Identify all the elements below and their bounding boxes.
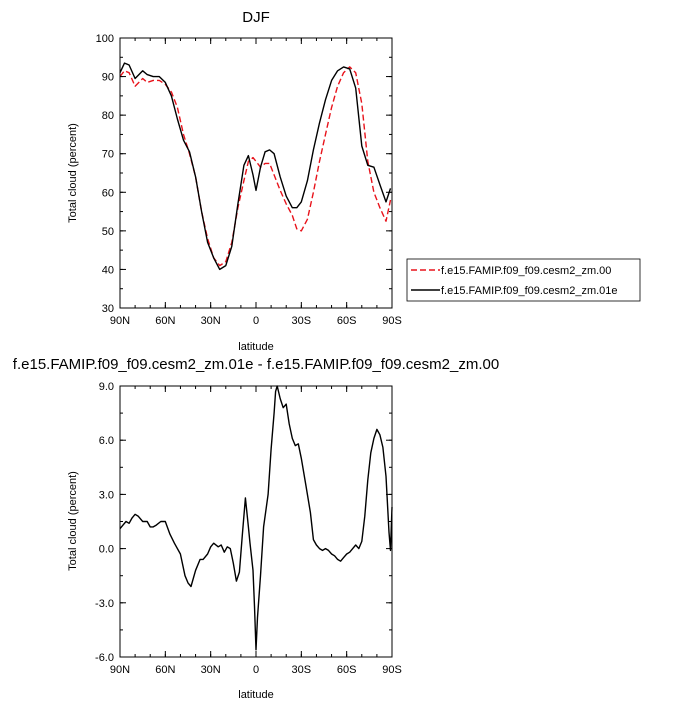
top-series-group	[119, 62, 392, 271]
bottom-panel: f.e15.FAMIP.f09_f09.cesm2_zm.01e - f.e15…	[13, 356, 499, 701]
top-ytick-label: 70	[102, 149, 114, 161]
bottom-x-axis-label: latitude	[238, 689, 273, 701]
bottom-x-axis: 90N 60N 30N 0 30S 60S 90S	[110, 386, 402, 676]
bottom-ytick-label: 0.0	[99, 544, 114, 556]
bottom-series-line-0	[119, 385, 393, 651]
top-xtick-label: 60S	[337, 315, 357, 327]
bottom-xtick-label: 90S	[382, 664, 402, 676]
top-ytick-label: 80	[102, 110, 114, 122]
top-series-line-1	[119, 62, 392, 271]
top-xtick-label: 90N	[110, 315, 130, 327]
legend-entry-00: f.e15.FAMIP.f09_f09.cesm2_zm.00	[441, 265, 611, 277]
bottom-xtick-label: 60S	[337, 664, 357, 676]
top-chart-title: DJF	[242, 9, 270, 26]
top-x-axis: 90N 60N 30N 0 30S 60S 90S	[110, 38, 402, 327]
top-series-line-0	[119, 66, 392, 267]
legend-box	[406, 258, 641, 302]
top-ytick-label: 90	[102, 72, 114, 84]
top-y-axis: 30 40 50 60 70 80 90 100	[96, 33, 392, 315]
bottom-xtick-label: 30S	[292, 664, 312, 676]
bottom-xtick-label: 90N	[110, 664, 130, 676]
bottom-ytick-label: -6.0	[95, 652, 114, 664]
top-y-axis-label: Total cloud (percent)	[67, 123, 79, 223]
top-ytick-label: 100	[96, 33, 114, 45]
top-ytick-label: 30	[102, 303, 114, 315]
legend-entry-01e: f.e15.FAMIP.f09_f09.cesm2_zm.01e	[441, 285, 618, 297]
bottom-ytick-label: 6.0	[99, 435, 114, 447]
top-xtick-label: 90S	[382, 315, 402, 327]
bottom-y-axis-label: Total cloud (percent)	[67, 471, 79, 571]
legend: f.e15.FAMIP.f09_f09.cesm2_zm.00 f.e15.FA…	[406, 258, 641, 302]
top-xtick-label: 0	[253, 315, 259, 327]
bottom-ytick-label: 9.0	[99, 381, 114, 393]
bottom-xtick-label: 30N	[201, 664, 221, 676]
top-xtick-label: 30N	[201, 315, 221, 327]
top-ytick-label: 40	[102, 264, 114, 276]
bottom-xtick-label: 0	[253, 664, 259, 676]
bottom-ytick-label: 3.0	[99, 489, 114, 501]
top-ytick-label: 50	[102, 226, 114, 238]
bottom-ytick-label: -3.0	[95, 598, 114, 610]
top-xtick-label: 60N	[155, 315, 175, 327]
bottom-y-axis: -6.0 -3.0 0.0 3.0 6.0 9.0	[95, 381, 392, 664]
bottom-xtick-label: 60N	[155, 664, 175, 676]
top-xtick-label: 30S	[292, 315, 312, 327]
top-x-axis-label: latitude	[238, 341, 273, 353]
top-plot-area	[119, 62, 392, 271]
top-ytick-label: 60	[102, 187, 114, 199]
bottom-series-group	[119, 385, 393, 651]
bottom-chart-title: f.e15.FAMIP.f09_f09.cesm2_zm.01e - f.e15…	[13, 356, 499, 373]
